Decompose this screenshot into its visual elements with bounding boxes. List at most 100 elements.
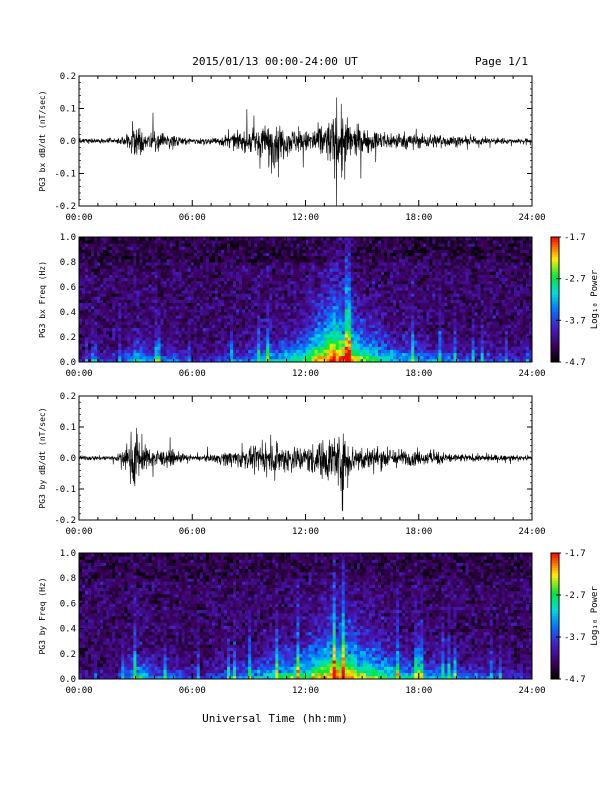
spectrogram-cell [435,255,439,260]
spectrogram-cell [368,358,373,363]
spectrogram-cell [426,271,430,275]
spectrogram-cell [223,302,228,307]
spectrogram-cell [281,346,285,350]
spectrogram-cell [356,299,361,304]
spectrogram-cell [326,274,331,279]
spectrogram-cell [91,302,95,307]
spectrogram-cell [112,340,116,344]
spectrogram-cell [106,330,110,335]
spectrogram-cell [347,277,352,282]
spectrogram-cell [311,324,315,329]
spectrogram-cell [341,352,346,357]
spectrogram-cell [435,290,439,294]
spectrogram-cell [353,240,358,244]
spectrogram-cell [356,274,361,279]
spectrogram-cell [94,349,98,354]
spectrogram-cell [85,308,89,313]
spectrogram-cell [438,258,442,263]
spectrogram-cell [254,293,258,297]
spectrogram-cell [245,308,249,313]
spectrogram-cell [432,337,436,341]
spectrogram-cell [169,274,174,279]
spectrogram-cell [124,246,128,250]
spectrogram-cell [405,333,409,338]
spectrogram-cell [136,280,140,285]
spectrogram-cell [187,237,192,241]
spectrogram-cell [127,340,131,344]
spectrogram-cell [230,258,234,263]
spectrogram-cell [353,249,358,254]
spectrogram-cell [393,355,397,360]
spectrogram-cell [332,252,337,257]
spectrogram-cell [350,358,355,363]
spectrogram-cell [269,258,273,263]
spectrogram-cell [393,280,397,285]
spectrogram-cell [365,271,370,275]
spectrogram-cell [169,293,174,297]
spectrogram-cell [384,330,388,335]
spectrogram-cell [359,318,364,322]
spectrogram-cell [387,296,391,300]
spectrogram-cell [284,321,288,325]
spectrogram-cell [263,293,267,297]
spectrogram-cell [106,333,110,338]
spectrogram-cell [251,296,255,300]
spectrogram-cell [423,240,427,244]
spectrogram-cell [248,237,252,241]
spectrogram-cell [390,290,394,294]
spectrogram-cell [100,340,104,344]
spectrogram-cell [112,337,116,341]
spectrogram-cell [202,274,207,279]
spectrogram-cell [359,305,364,310]
spectrogram-cell [91,293,95,297]
spectrogram-cell [393,287,397,291]
spectrogram-cell [441,315,445,319]
spectrogram-cell [154,255,158,260]
spectrogram-cell [384,249,388,254]
spectrogram-cell [269,296,273,300]
spectrogram-cell [402,340,406,344]
spectrogram-cell [175,274,180,279]
spectrogram-cell [323,321,328,325]
spectrogram-cell [305,290,309,294]
spectrogram-cell [154,293,158,297]
spectrogram-cell [353,237,358,241]
spectrogram-cell [251,240,255,244]
spectrogram-cell [317,296,321,300]
spectrogram-cell [118,268,122,272]
spectrogram-cell [260,324,264,329]
spectrogram-cell [248,358,252,363]
spectrogram-cell [205,333,210,338]
spectrogram-cell [441,237,445,241]
spectrogram-cell [154,324,158,329]
spectrogram-cell [423,290,427,294]
spectrogram-cell [332,243,337,247]
spectrogram-cell [97,262,101,266]
spectrogram-cell [320,258,325,263]
spectrogram-cell [435,308,439,313]
spectrogram-cell [311,296,315,300]
spectrogram-cell [118,255,122,260]
spectrogram-cell [287,274,291,279]
spectrogram-cell [432,280,436,285]
spectrogram-cell [341,274,346,279]
spectrogram-cell [217,277,222,282]
spectrogram-cell [399,258,403,263]
spectrogram-cell [151,290,155,294]
spectrogram-cell [356,293,361,297]
spectrogram-cell [178,255,183,260]
spectrogram-cell [139,324,143,329]
spectrogram-cell [211,249,216,254]
spectrogram-cell [145,318,149,322]
spectrogram-cell [371,305,376,310]
spectrogram-cell [202,271,207,275]
spectrogram-cell [172,243,177,247]
spectrogram-cell [260,308,264,313]
spectrogram-cell [266,262,270,266]
spectrogram-cell [350,315,355,319]
spectrogram-cell [220,290,225,294]
spectrogram-cell [223,327,228,332]
spectrogram-cell [417,324,421,329]
spectrogram-cell [275,258,279,263]
spectrogram-cell [302,274,306,279]
